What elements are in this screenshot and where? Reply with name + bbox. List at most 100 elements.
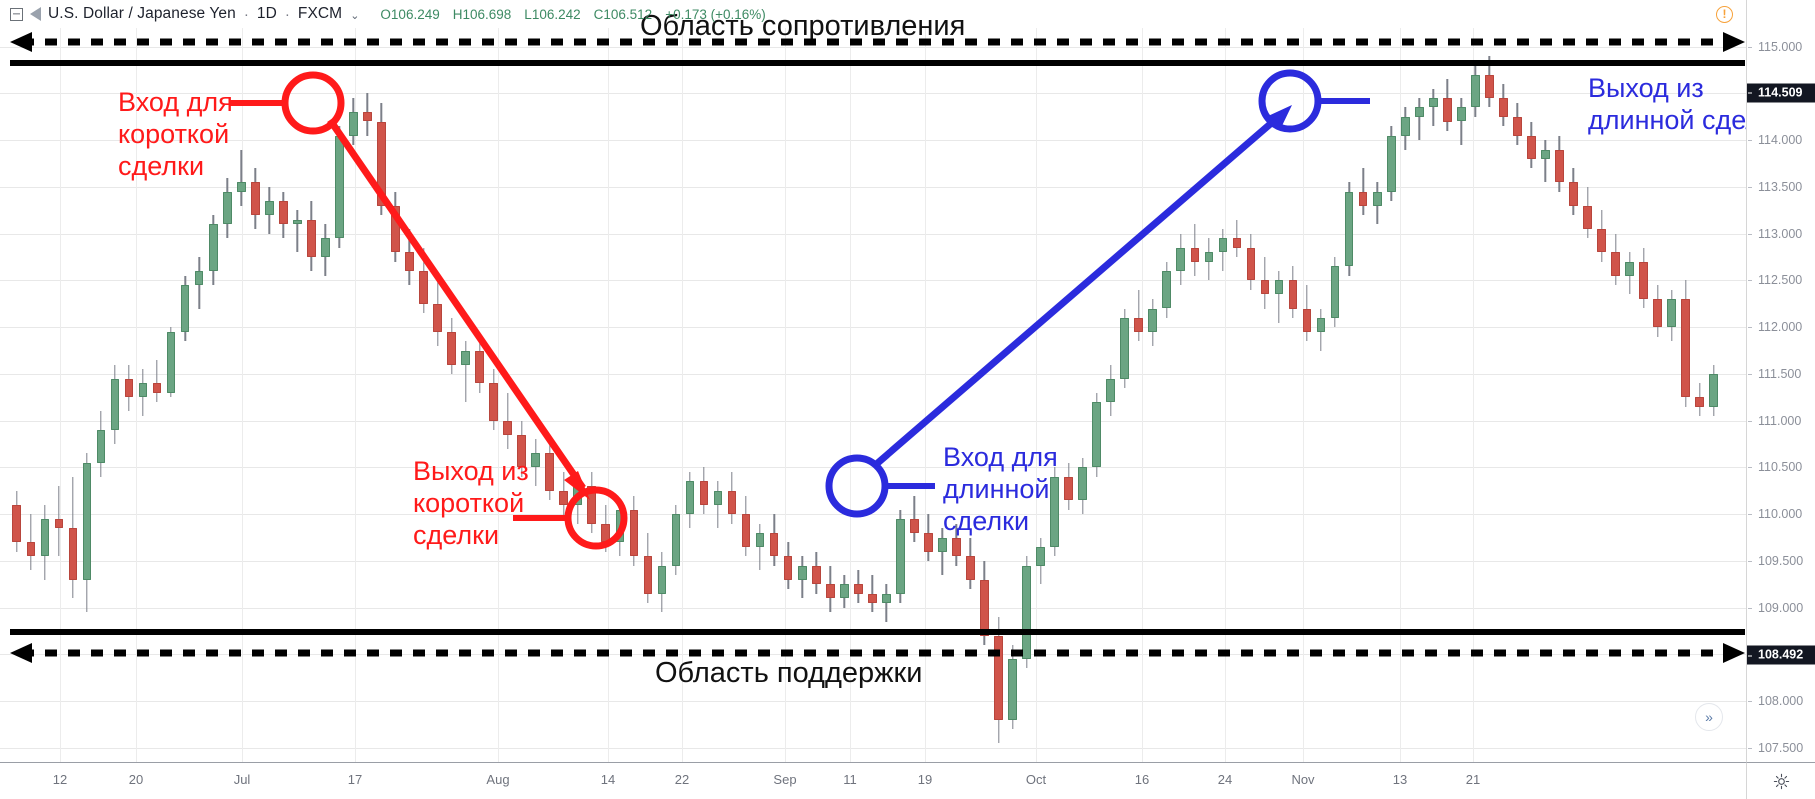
- candlestick: [797, 28, 807, 762]
- candlestick: [1386, 28, 1396, 762]
- candlestick: [559, 28, 569, 762]
- price-tick-label: 114.000: [1747, 133, 1815, 147]
- candle-wick: [240, 149, 242, 206]
- candle-body: [391, 205, 400, 253]
- candlestick: [1555, 28, 1564, 762]
- price-tick-label: 112.500: [1747, 273, 1815, 287]
- grid-line-horizontal: [0, 701, 1746, 703]
- candle-body: [1078, 467, 1087, 501]
- short-exit-label: Выход из короткой сделки: [413, 456, 529, 550]
- candle-wick: [885, 584, 888, 622]
- candle-body: [475, 350, 484, 384]
- candle-body: [1386, 135, 1396, 192]
- candlestick: [1583, 28, 1592, 762]
- candle-body: [26, 542, 36, 557]
- candlestick-icon[interactable]: [30, 7, 41, 21]
- scroll-to-realtime-button[interactable]: »: [1695, 703, 1723, 731]
- candle-wick: [759, 523, 761, 571]
- candlestick: [1064, 28, 1073, 762]
- price-tick-label: 110.000: [1747, 507, 1815, 521]
- candle-body: [1204, 252, 1214, 262]
- candlestick: [1611, 28, 1620, 762]
- time-tick-label: 22: [674, 772, 690, 787]
- candle-body: [1036, 546, 1045, 566]
- candlestick: [433, 28, 442, 762]
- candlestick: [489, 28, 498, 762]
- candle-body: [349, 112, 358, 136]
- time-tick-label: 12: [52, 772, 68, 787]
- candle-body: [671, 514, 681, 566]
- candle-body: [1022, 565, 1031, 660]
- candlestick: [1148, 28, 1158, 762]
- candle-body: [1106, 378, 1116, 402]
- candle-body: [587, 486, 597, 524]
- candlestick: [68, 28, 78, 762]
- candle-body: [1499, 98, 1508, 117]
- candlestick: [152, 28, 162, 762]
- candlestick: [1218, 28, 1228, 762]
- candle-body: [335, 135, 344, 239]
- candlestick: [629, 28, 639, 762]
- candlestick: [180, 28, 190, 762]
- candlestick: [825, 28, 835, 762]
- candlestick: [1022, 28, 1031, 762]
- candlestick: [1597, 28, 1606, 762]
- candle-wick: [1138, 289, 1140, 342]
- candle-body: [278, 200, 288, 225]
- grid-line-vertical: [498, 28, 499, 762]
- gear-icon[interactable]: [1773, 773, 1790, 790]
- alert-icon[interactable]: !: [1716, 6, 1733, 23]
- candle-body: [853, 584, 863, 594]
- time-axis[interactable]: 12 20 Jul 17 Aug 14 22 Sep 11 19 Oct 16 24 Nov 13 21: [0, 762, 1746, 799]
- candlestick: [1709, 28, 1719, 762]
- grid-line-vertical: [608, 28, 609, 762]
- chart-plot-area[interactable]: [0, 28, 1746, 762]
- candlestick: [1316, 28, 1326, 762]
- candlestick: [1344, 28, 1354, 762]
- time-tick-label: 20: [128, 772, 144, 787]
- candle-body: [1681, 299, 1691, 398]
- price-tick-label: 113.500: [1747, 180, 1815, 194]
- candlestick: [699, 28, 709, 762]
- candlestick: [1470, 28, 1480, 762]
- candle-body: [1260, 280, 1270, 295]
- candlestick: [447, 28, 456, 762]
- candle-body: [573, 486, 583, 505]
- candlestick: [1695, 28, 1705, 762]
- symbol-title[interactable]: U.S. Dollar / Japanese Yen: [48, 5, 236, 22]
- candlestick: [110, 28, 120, 762]
- time-tick-label: 11: [843, 772, 857, 787]
- chart-settings-corner[interactable]: [1746, 762, 1815, 799]
- interval-label[interactable]: 1D: [256, 5, 277, 22]
- candlestick: [1162, 28, 1172, 762]
- collapse-icon[interactable]: [10, 7, 23, 21]
- candlestick: [1358, 28, 1368, 762]
- candlestick: [853, 28, 863, 762]
- candle-body: [363, 112, 372, 122]
- candlestick: [1639, 28, 1648, 762]
- ohlc-high: H106.698: [452, 6, 512, 22]
- candle-body: [1148, 308, 1158, 332]
- candle-wick: [30, 514, 32, 571]
- candle-body: [783, 556, 793, 580]
- long-entry-label: Вход для длинной сделки: [943, 442, 1058, 536]
- candle-body: [124, 378, 134, 398]
- candle-body: [1527, 135, 1536, 159]
- candle-body: [685, 481, 695, 515]
- candle-body: [797, 565, 807, 580]
- chevron-down-icon[interactable]: ⌄: [350, 9, 360, 22]
- candlestick: [1190, 28, 1200, 762]
- candlestick: [657, 28, 667, 762]
- exchange-label[interactable]: FXCM: [297, 5, 343, 22]
- candlestick: [1428, 28, 1438, 762]
- candle-body: [96, 430, 106, 463]
- candlestick: [264, 28, 274, 762]
- support-level-badge: 108.492: [1747, 645, 1815, 665]
- candlestick: [867, 28, 877, 762]
- candlestick: [1569, 28, 1578, 762]
- candle-body: [250, 182, 260, 215]
- candlestick: [208, 28, 218, 762]
- candle-body: [236, 182, 246, 192]
- price-axis[interactable]: 115.000114.500114.000113.500113.000112.5…: [1746, 0, 1815, 762]
- candle-body: [180, 285, 190, 332]
